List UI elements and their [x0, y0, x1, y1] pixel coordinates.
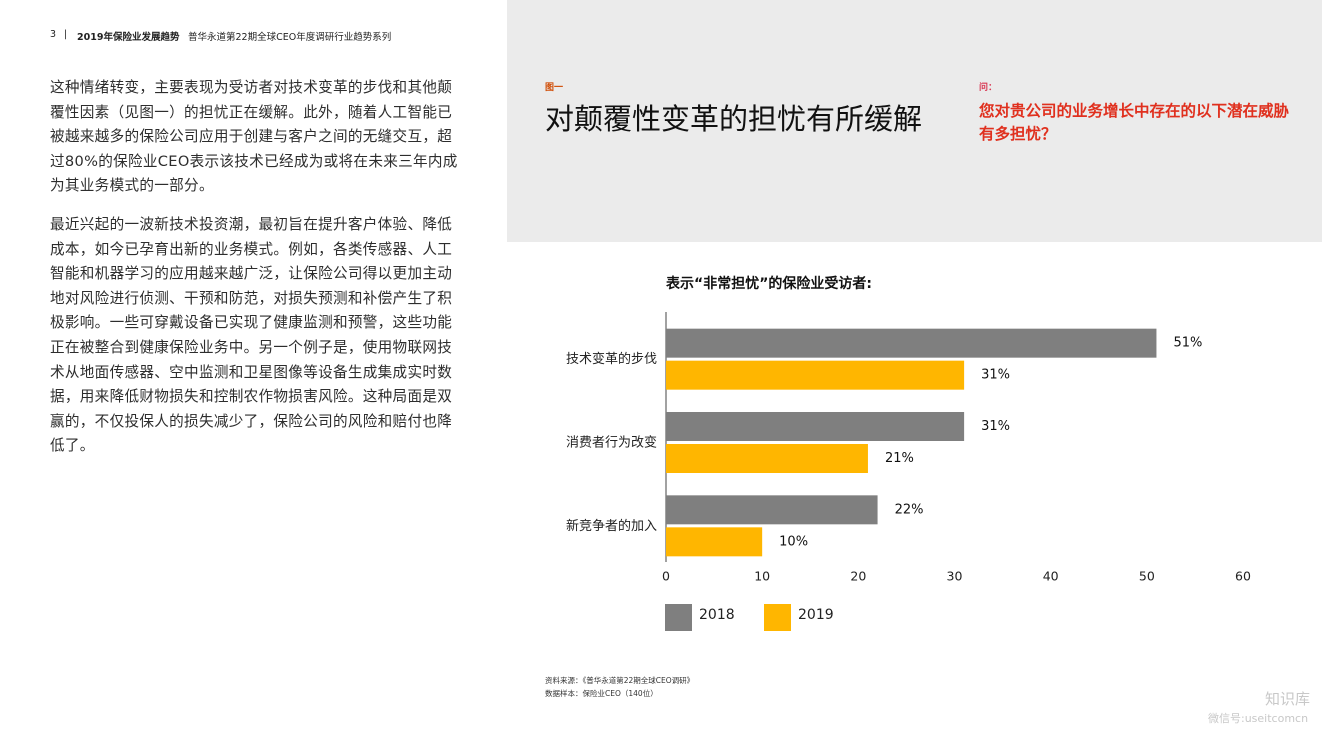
y-tick-label: 技术变革的步伐: [566, 351, 657, 367]
bar: [666, 412, 965, 441]
value-label: 31%: [981, 419, 1010, 434]
watermark: 知识库: [1265, 690, 1311, 708]
legend-swatch: [665, 604, 692, 631]
page-number: 3: [50, 29, 57, 40]
x-tick-label: 10: [754, 569, 770, 584]
value-label: 31%: [981, 368, 1010, 383]
x-tick-label: 20: [850, 569, 866, 584]
header-separator: |: [64, 29, 68, 40]
legend-label: 2019: [798, 607, 834, 623]
legend-swatch: [764, 604, 791, 631]
value-label: 10%: [779, 534, 808, 549]
figure-label: 图一: [545, 83, 564, 93]
question: 您对贵公司的业务增长中存在的以下潜在威胁有多担忧？: [979, 102, 1290, 143]
bar: [666, 527, 763, 557]
bar: [666, 360, 965, 390]
figure-panel: [507, 0, 1322, 242]
y-tick-label: 新竞争者的加入: [566, 518, 657, 534]
bar: [666, 495, 878, 525]
figure-title: 对颠覆性变革的担忧有所缓解: [545, 102, 923, 136]
value-label: 22%: [895, 502, 924, 517]
footnote: 数据样本：保险业CEO（140位）: [545, 689, 658, 698]
bar: [666, 328, 1157, 358]
legend-label: 2018: [699, 607, 735, 623]
report-series: 普华永道第22期全球CEO年度调研行业趋势系列: [188, 32, 392, 43]
footnote: 资料来源：《普华永道第22期全球CEO调研》: [545, 676, 695, 685]
paragraph: 这种情绪转变，主要表现为受访者对技术变革的步伐和其他颠覆性因素（见图一）的担忧正…: [50, 79, 458, 195]
x-tick-label: 50: [1139, 569, 1155, 584]
value-label: 51%: [1173, 336, 1202, 351]
bar: [666, 444, 868, 473]
value-label: 21%: [885, 451, 914, 466]
chart-title: 表示“非常担忧”的保险业受访者:: [665, 275, 872, 292]
watermark: 微信号:useitcomcn: [1208, 712, 1309, 725]
x-tick-label: 0: [662, 569, 670, 584]
report-title: 2019年保险业发展趋势: [77, 32, 180, 43]
paragraph: 最近兴起的一波新技术投资潮，最初旨在提升客户体验、降低成本，如今已孕育出新的业务…: [50, 216, 453, 455]
x-tick-label: 30: [947, 569, 963, 584]
y-tick-label: 消费者行为改变: [566, 435, 657, 451]
question-label: 问：: [979, 83, 998, 93]
x-tick-label: 40: [1043, 569, 1059, 584]
x-tick-label: 60: [1235, 569, 1251, 584]
